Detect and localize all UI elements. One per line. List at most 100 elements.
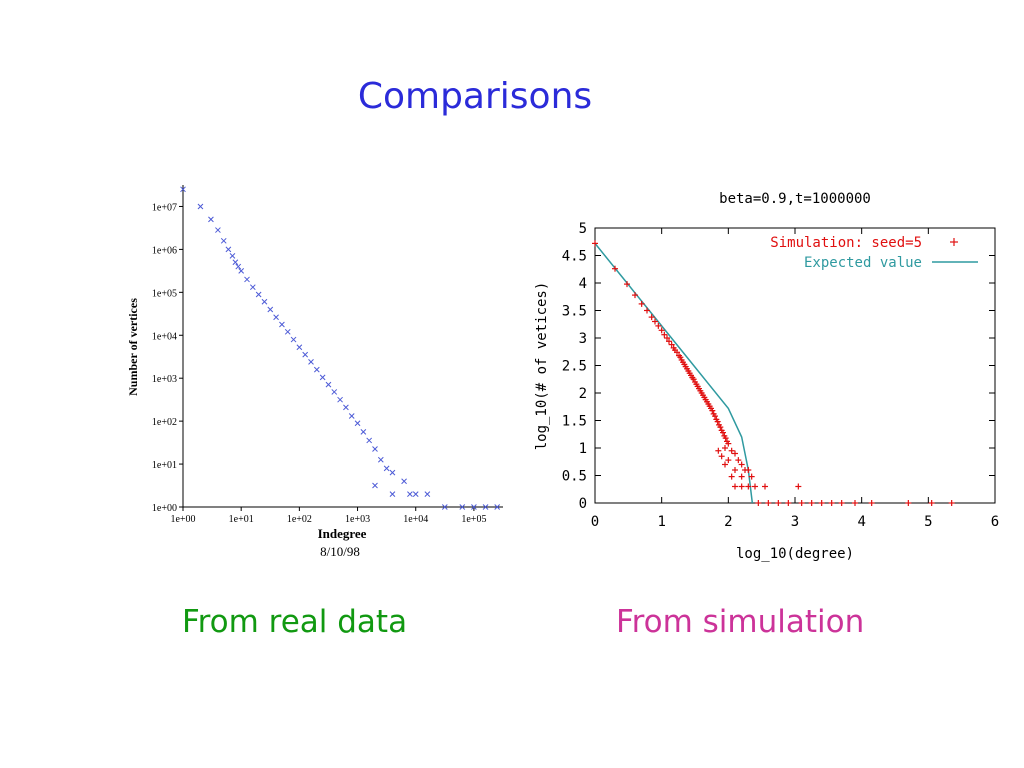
simulation-point bbox=[666, 338, 672, 345]
real-data-point bbox=[284, 328, 291, 335]
simulation-chart: beta=0.9,t=1000000 0 0.5 1 1.5 2 2.5 3 3.5 4 4.5 5… bbox=[534, 191, 999, 562]
simulation-point bbox=[720, 429, 726, 436]
sim-y-tick-label: 5 bbox=[579, 221, 587, 237]
real-data-point bbox=[279, 321, 285, 328]
caption-real-data: From real data bbox=[182, 604, 408, 640]
simulation-point bbox=[775, 500, 782, 506]
simulation-point bbox=[661, 331, 668, 338]
real-data-point bbox=[360, 429, 367, 435]
simulation-point bbox=[752, 483, 758, 490]
real-y-tick-label: 1e+06 bbox=[152, 245, 177, 256]
simulation-point bbox=[905, 500, 912, 506]
real-data-point bbox=[372, 482, 378, 489]
simulation-point bbox=[838, 500, 845, 506]
simulation-point bbox=[717, 424, 724, 431]
simulation-point bbox=[655, 322, 662, 329]
real-data-point bbox=[412, 491, 419, 497]
real-data-axes bbox=[182, 185, 503, 508]
simulation-point bbox=[732, 483, 738, 490]
simulation-point bbox=[808, 500, 815, 506]
simulation-y-ticks: 0 0.5 1 1.5 2 2.5 3 3.5 4 4.5 5 bbox=[562, 221, 995, 512]
real-y-tick-label: 1e+04 bbox=[152, 331, 177, 342]
real-data-y-ticks: 1e+00 1e+01 1e+02 1e+03 1e+04 1e+05 1e+06 1e+07 bbox=[152, 202, 183, 514]
real-data-y-axis-label: Number of vertices bbox=[126, 298, 140, 396]
simulation-point bbox=[948, 500, 955, 506]
simulation-point bbox=[738, 483, 745, 490]
real-data-date-annotation: 8/10/98 bbox=[320, 544, 360, 559]
sim-y-tick-label: 4.5 bbox=[562, 249, 587, 265]
simulation-point bbox=[715, 447, 722, 454]
real-data-point bbox=[441, 504, 448, 510]
simulation-point bbox=[795, 483, 802, 490]
real-data-point bbox=[244, 276, 250, 283]
real-data-point bbox=[348, 413, 355, 419]
simulation-point bbox=[725, 440, 732, 447]
expected-value-line bbox=[594, 242, 754, 504]
real-data-point bbox=[343, 404, 349, 411]
simulation-point bbox=[722, 435, 729, 442]
sim-y-tick-label: 3 bbox=[579, 331, 587, 347]
simulation-point bbox=[674, 349, 680, 356]
real-data-point bbox=[424, 491, 431, 497]
real-x-tick-label: 1e+04 bbox=[403, 514, 428, 525]
simulation-point bbox=[612, 265, 618, 272]
simulation-x-ticks: 0 1 2 3 4 5 6 bbox=[591, 228, 999, 530]
real-data-point bbox=[482, 504, 489, 510]
simulation-point bbox=[677, 354, 684, 361]
real-data-point bbox=[215, 227, 221, 233]
simulation-point bbox=[632, 292, 638, 299]
real-data-point bbox=[235, 263, 242, 270]
simulation-point bbox=[732, 467, 738, 473]
simulation-point bbox=[738, 461, 745, 468]
simulation-point bbox=[745, 467, 752, 473]
real-data-point bbox=[313, 366, 320, 373]
real-data-chart: 1e+00 1e+01 1e+02 1e+03 1e+04 1e+05 1e+06 1e+07… bbox=[126, 185, 503, 559]
real-data-point bbox=[225, 246, 232, 253]
real-y-tick-label: 1e+02 bbox=[152, 417, 177, 428]
real-data-point bbox=[459, 504, 466, 510]
sim-x-tick-label: 0 bbox=[591, 514, 599, 530]
sim-y-tick-label: 1.5 bbox=[562, 414, 587, 430]
simulation-point bbox=[638, 300, 645, 307]
simulation-point bbox=[735, 457, 742, 464]
real-x-tick-label: 1e+00 bbox=[170, 514, 195, 525]
real-y-tick-label: 1e+01 bbox=[152, 460, 177, 471]
sim-x-tick-label: 4 bbox=[857, 514, 865, 530]
real-data-point bbox=[407, 491, 413, 497]
simulation-point bbox=[658, 327, 665, 334]
simulation-point bbox=[765, 500, 772, 506]
simulation-point bbox=[762, 483, 768, 490]
sim-x-tick-label: 5 bbox=[924, 514, 932, 530]
real-y-tick-label: 1e+03 bbox=[152, 374, 177, 385]
simulation-point bbox=[748, 473, 755, 480]
real-data-point bbox=[229, 252, 236, 259]
simulation-point bbox=[755, 500, 762, 506]
simulation-point bbox=[624, 281, 630, 288]
real-data-point bbox=[494, 504, 501, 510]
real-data-point bbox=[290, 336, 297, 343]
simulation-point bbox=[718, 453, 725, 460]
simulation-legend: Simulation: seed=5 Expected value bbox=[770, 235, 978, 271]
simulation-plot-frame bbox=[594, 227, 996, 504]
real-data-point bbox=[337, 396, 343, 403]
simulation-point bbox=[709, 407, 716, 414]
sim-x-tick-label: 2 bbox=[724, 514, 732, 530]
real-data-point bbox=[261, 298, 268, 305]
legend-label-simulation: Simulation: seed=5 bbox=[770, 235, 922, 251]
real-data-point bbox=[389, 491, 396, 497]
simulation-point bbox=[668, 341, 675, 348]
simulation-point bbox=[738, 473, 745, 480]
simulation-point bbox=[664, 335, 670, 341]
simulation-point bbox=[652, 318, 658, 325]
real-y-tick-label: 1e+07 bbox=[152, 202, 177, 213]
simulation-point bbox=[728, 447, 735, 454]
real-data-point bbox=[401, 478, 407, 485]
simulation-point bbox=[714, 418, 721, 425]
simulation-x-axis-label: log_10(degree) bbox=[736, 546, 854, 562]
real-data-point bbox=[180, 186, 186, 193]
legend-marker-simulation bbox=[950, 238, 958, 246]
simulation-point bbox=[868, 500, 875, 506]
simulation-point bbox=[728, 473, 735, 480]
sim-y-tick-label: 0 bbox=[579, 496, 587, 512]
